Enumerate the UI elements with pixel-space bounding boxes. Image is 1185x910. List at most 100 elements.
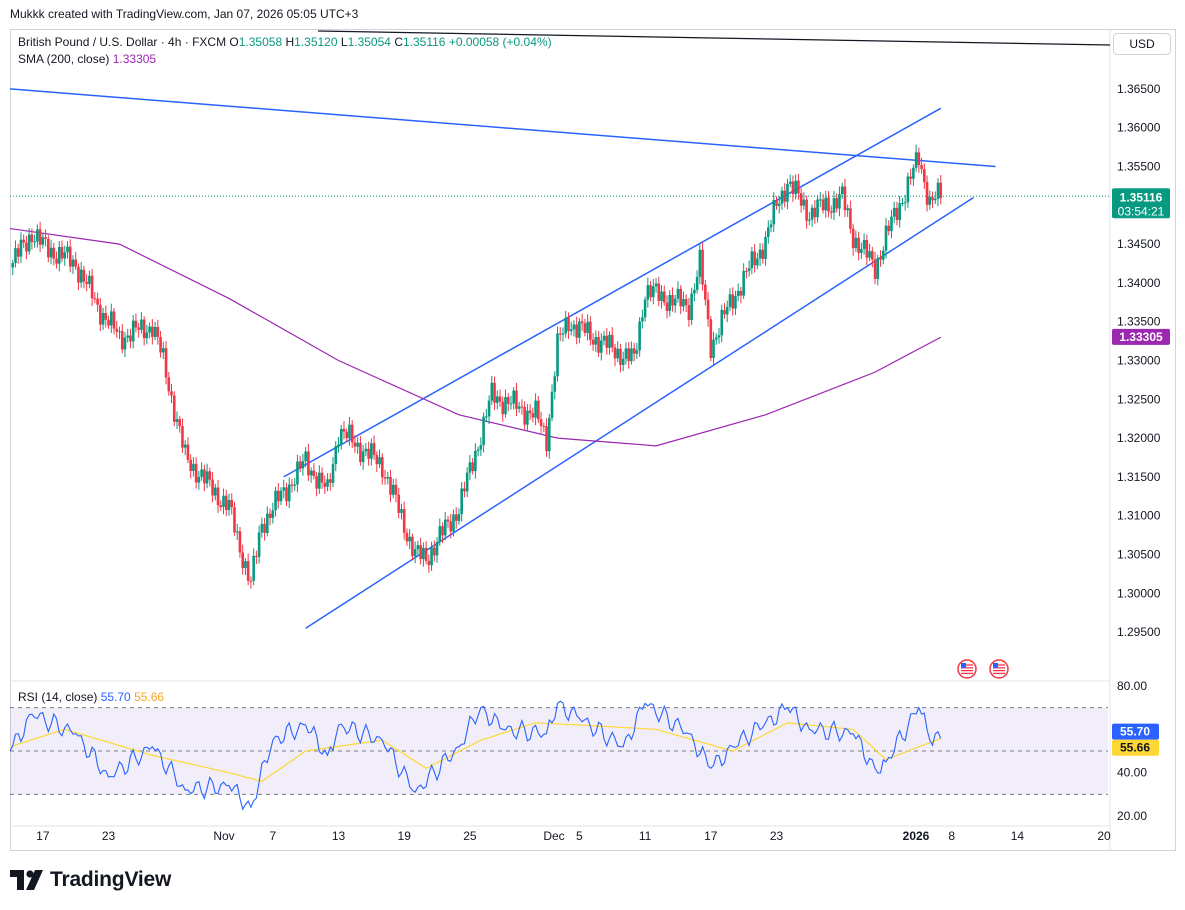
open-value: 1.35058 bbox=[238, 35, 283, 49]
rsi-ma-value-label bbox=[1112, 739, 1159, 756]
candle-body bbox=[933, 198, 937, 201]
tradingview-logo[interactable]: TradingView bbox=[10, 868, 171, 892]
price-tick-label: 1.31000 bbox=[1117, 509, 1161, 523]
time-tick-label: 13 bbox=[332, 829, 346, 843]
candle-body bbox=[925, 182, 929, 205]
brand-name: TradingView bbox=[50, 868, 172, 891]
candle-body bbox=[597, 336, 600, 353]
candle-body bbox=[610, 334, 614, 348]
last-price-label bbox=[1112, 188, 1170, 219]
candle-body bbox=[391, 484, 395, 495]
candle-body bbox=[917, 152, 921, 166]
candle-body bbox=[320, 472, 324, 483]
candle-body bbox=[684, 299, 688, 306]
candle-body bbox=[153, 326, 157, 337]
candle-body bbox=[446, 519, 450, 522]
candle-body bbox=[350, 424, 354, 443]
price-tick-label: 1.32500 bbox=[1117, 392, 1161, 406]
candle-body bbox=[693, 289, 696, 294]
candle-body bbox=[211, 479, 214, 496]
candle-body bbox=[194, 463, 198, 483]
candle-body bbox=[342, 428, 346, 432]
candle-body bbox=[405, 532, 409, 542]
candle-body bbox=[799, 193, 803, 206]
candle-body bbox=[851, 228, 855, 249]
candle-body bbox=[315, 476, 318, 489]
candle-body bbox=[249, 580, 253, 582]
candle-body bbox=[835, 198, 839, 209]
candle-body bbox=[63, 252, 67, 259]
candle-body bbox=[553, 376, 557, 392]
rsi-legend[interactable]: RSI (14, close) 55.70 55.66 bbox=[18, 690, 164, 704]
candle-body bbox=[695, 276, 699, 290]
candle-body bbox=[928, 197, 932, 205]
candle-body bbox=[857, 237, 860, 253]
candle-body bbox=[879, 258, 882, 260]
candle-body bbox=[96, 298, 99, 305]
candle-body bbox=[777, 203, 781, 206]
candle-body bbox=[832, 198, 836, 213]
candle-body bbox=[266, 513, 269, 533]
flag-canton bbox=[993, 663, 998, 668]
candle-body bbox=[287, 484, 291, 502]
candle-body bbox=[285, 487, 288, 502]
price-tick-label: 1.31500 bbox=[1117, 470, 1161, 484]
candle-body bbox=[580, 321, 584, 324]
candle-body bbox=[824, 197, 828, 211]
candle-body bbox=[827, 197, 830, 212]
candle-body bbox=[720, 309, 724, 336]
candle-body bbox=[339, 428, 343, 445]
candle-body bbox=[805, 199, 808, 221]
candle-body bbox=[723, 309, 726, 315]
candle-body bbox=[903, 202, 907, 204]
candle-body bbox=[862, 240, 866, 249]
currency-button[interactable]: USD bbox=[1113, 33, 1171, 55]
candle-body bbox=[761, 249, 765, 259]
rsi-value: 55.70 bbox=[100, 690, 131, 704]
candle-body bbox=[668, 295, 672, 311]
candle-body bbox=[854, 237, 858, 249]
candle-body bbox=[296, 461, 299, 485]
time-tick-label: 23 bbox=[102, 829, 116, 843]
candle-body bbox=[542, 425, 546, 427]
time-tick-label: 14 bbox=[1011, 829, 1025, 843]
candle-body bbox=[257, 532, 261, 557]
candle-body bbox=[326, 479, 329, 487]
candle-body bbox=[307, 451, 310, 476]
sma-legend[interactable]: SMA (200, close) 1.33305 bbox=[18, 52, 156, 66]
candle-body bbox=[813, 207, 817, 218]
sma-price-label bbox=[1112, 328, 1170, 345]
candle-body bbox=[895, 207, 899, 221]
candle-body bbox=[786, 183, 789, 202]
candle-body bbox=[55, 258, 58, 264]
candle-body bbox=[846, 208, 849, 211]
candle-body bbox=[372, 443, 376, 455]
candle-body bbox=[657, 283, 661, 301]
candle-body bbox=[178, 419, 182, 427]
candle-body bbox=[564, 317, 568, 334]
candle-body bbox=[547, 417, 551, 452]
rsi-value-text: 55.70 bbox=[1120, 725, 1150, 739]
candle-body bbox=[301, 461, 305, 469]
candle-body bbox=[912, 167, 915, 179]
candle-body bbox=[624, 348, 628, 359]
candle-body bbox=[22, 239, 25, 243]
candle-body bbox=[131, 320, 135, 342]
candle-body bbox=[359, 442, 362, 462]
candle-body bbox=[635, 350, 639, 354]
candle-body bbox=[452, 514, 455, 532]
candle-body bbox=[474, 450, 477, 472]
sma-price-text: 1.33305 bbox=[1119, 330, 1163, 344]
candle-body bbox=[849, 208, 852, 229]
candle-body bbox=[517, 406, 521, 409]
time-tick-label: 17 bbox=[704, 829, 718, 843]
candle-body bbox=[679, 288, 682, 307]
candle-body bbox=[575, 324, 578, 338]
candle-body bbox=[44, 237, 47, 239]
candle-body bbox=[233, 507, 236, 533]
countdown-text: 03:54:21 bbox=[1118, 204, 1165, 218]
candle-body bbox=[725, 306, 729, 315]
candle-body bbox=[550, 391, 554, 418]
candle-body bbox=[290, 484, 294, 486]
